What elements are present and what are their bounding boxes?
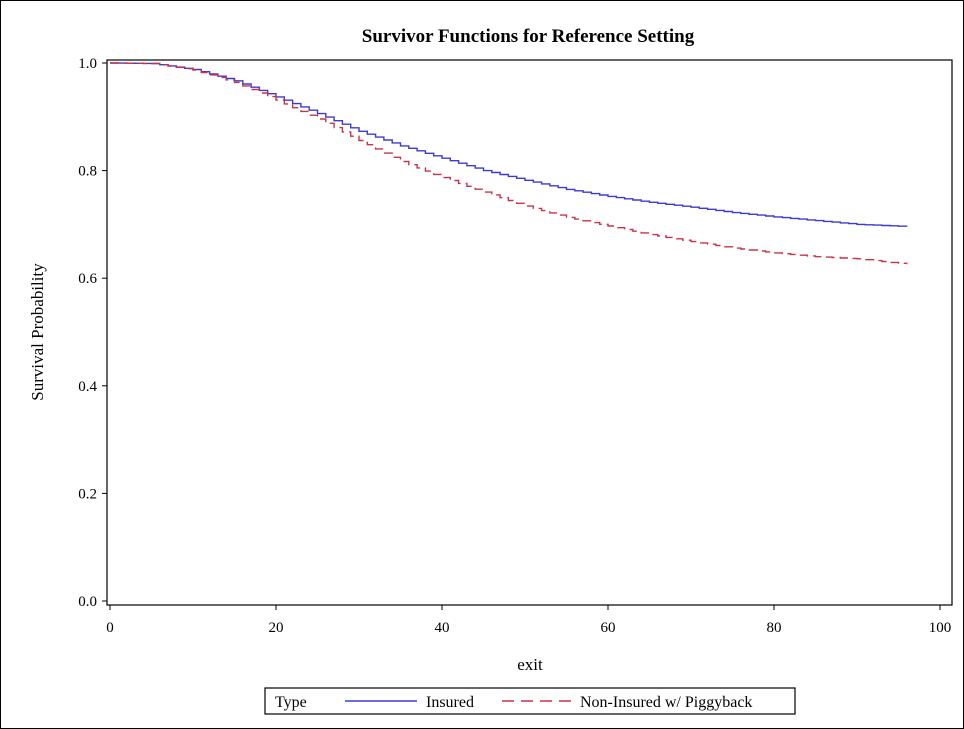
- chart-title: Survivor Functions for Reference Setting: [362, 26, 695, 47]
- y-tick-label: 0.2: [78, 486, 97, 502]
- x-tick-label: 100: [929, 620, 952, 636]
- legend: Type Insured Non-Insured w/ Piggyback: [265, 688, 795, 714]
- y-tick-label: 1.0: [78, 56, 97, 72]
- legend-label-non-insured: Non-Insured w/ Piggyback: [580, 694, 752, 711]
- y-tick-label: 0.0: [78, 594, 97, 610]
- x-tick-label: 40: [435, 620, 450, 636]
- y-tick-label: 0.6: [78, 271, 97, 287]
- x-tick-label: 80: [767, 620, 782, 636]
- x-tick-label: 0: [106, 620, 114, 636]
- legend-title: Type: [275, 694, 307, 711]
- x-tick-label: 20: [269, 620, 284, 636]
- x-tick-label: 60: [601, 620, 616, 636]
- y-tick-label: 0.8: [78, 164, 97, 180]
- x-axis-label: exit: [517, 655, 543, 674]
- y-tick-label: 0.4: [78, 379, 97, 395]
- legend-label-insured: Insured: [426, 694, 474, 711]
- y-axis-label: Survival Probability: [28, 263, 47, 401]
